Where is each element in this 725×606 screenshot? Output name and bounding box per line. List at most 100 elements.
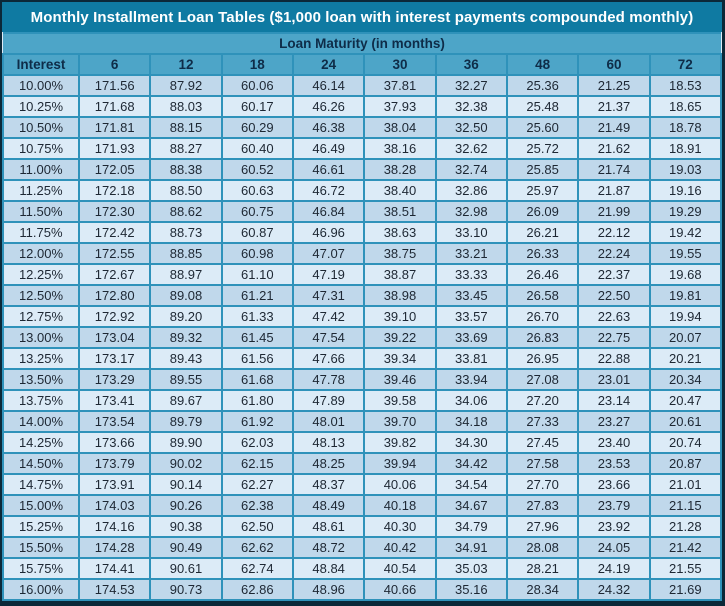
payment-cell: 20.21	[648, 347, 723, 370]
payment-cell: 34.30	[434, 431, 508, 454]
interest-rate-cell: 16.00%	[2, 578, 80, 601]
payment-cell: 61.80	[220, 389, 294, 412]
table-row: 12.50% 172.80 89.08 61.21 47.31 38.98 33.45 26.…	[2, 284, 723, 307]
payment-cell: 90.14	[149, 473, 223, 496]
payment-cell: 23.53	[577, 452, 651, 475]
payment-cell: 32.27	[434, 74, 508, 97]
payment-cell: 35.03	[434, 557, 508, 580]
payment-cell: 173.91	[77, 473, 152, 496]
payment-cell: 33.81	[434, 347, 508, 370]
payment-cell: 60.75	[220, 200, 294, 223]
payment-cell: 21.87	[577, 179, 651, 202]
interest-rate-cell: 10.50%	[2, 116, 80, 139]
table-row: 14.50% 173.79 90.02 62.15 48.25 39.94 34.42 27.…	[2, 452, 723, 475]
table-row: 14.75% 173.91 90.14 62.27 48.37 40.06 34.54 27.…	[2, 473, 723, 496]
payment-cell: 39.94	[363, 452, 437, 475]
interest-rate-cell: 15.00%	[2, 494, 80, 517]
payment-cell: 88.50	[149, 179, 223, 202]
payment-cell: 172.30	[77, 200, 152, 223]
payment-cell: 18.53	[648, 74, 723, 97]
payment-cell: 20.61	[648, 410, 723, 433]
payment-cell: 171.56	[77, 74, 152, 97]
payment-cell: 37.81	[363, 74, 437, 97]
interest-rate-cell: 14.00%	[2, 410, 80, 433]
payment-cell: 26.33	[505, 242, 580, 265]
page-title: Monthly Installment Loan Tables ($1,000 …	[2, 2, 722, 32]
payment-cell: 90.61	[149, 557, 223, 580]
loan-table: Loan Maturity (in months) Interest 6 12 18 2…	[2, 32, 723, 601]
payment-cell: 21.55	[648, 557, 723, 580]
payment-cell: 18.78	[648, 116, 723, 139]
payment-cell: 62.03	[220, 431, 294, 454]
payment-cell: 90.38	[149, 515, 223, 538]
payment-cell: 60.40	[220, 137, 294, 160]
payment-cell: 39.10	[363, 305, 437, 328]
payment-cell: 23.14	[577, 389, 651, 412]
table-row: 13.25% 173.17 89.43 61.56 47.66 39.34 33.81 26.…	[2, 347, 723, 370]
payment-cell: 47.19	[291, 263, 366, 286]
table-row: 15.00% 174.03 90.26 62.38 48.49 40.18 34.67 27.…	[2, 494, 723, 517]
payment-cell: 22.50	[577, 284, 651, 307]
payment-cell: 33.94	[434, 368, 508, 391]
payment-cell: 23.01	[577, 368, 651, 391]
payment-cell: 40.30	[363, 515, 437, 538]
payment-cell: 26.09	[505, 200, 580, 223]
payment-cell: 172.92	[77, 305, 152, 328]
payment-cell: 60.52	[220, 158, 294, 181]
payment-cell: 62.74	[220, 557, 294, 580]
payment-cell: 38.28	[363, 158, 437, 181]
payment-cell: 46.72	[291, 179, 366, 202]
payment-cell: 60.87	[220, 221, 294, 244]
interest-rate-cell: 13.00%	[2, 326, 80, 349]
payment-cell: 22.24	[577, 242, 651, 265]
payment-cell: 88.97	[149, 263, 223, 286]
payment-cell: 38.75	[363, 242, 437, 265]
payment-cell: 47.07	[291, 242, 366, 265]
payment-cell: 38.51	[363, 200, 437, 223]
payment-cell: 34.67	[434, 494, 508, 517]
payment-cell: 61.10	[220, 263, 294, 286]
payment-cell: 172.42	[77, 221, 152, 244]
payment-cell: 48.72	[291, 536, 366, 559]
payment-cell: 89.08	[149, 284, 223, 307]
payment-cell: 174.28	[77, 536, 152, 559]
interest-rate-cell: 10.75%	[2, 137, 80, 160]
payment-cell: 34.42	[434, 452, 508, 475]
payment-cell: 173.41	[77, 389, 152, 412]
column-header-row: Interest 6 12 18 24 30 36 48 60 72	[2, 53, 723, 76]
payment-cell: 60.98	[220, 242, 294, 265]
payment-cell: 88.85	[149, 242, 223, 265]
payment-cell: 25.85	[505, 158, 580, 181]
payment-cell: 39.46	[363, 368, 437, 391]
payment-cell: 38.16	[363, 137, 437, 160]
payment-cell: 39.22	[363, 326, 437, 349]
payment-cell: 33.45	[434, 284, 508, 307]
interest-rate-cell: 10.00%	[2, 74, 80, 97]
payment-cell: 40.54	[363, 557, 437, 580]
interest-rate-cell: 15.25%	[2, 515, 80, 538]
payment-cell: 26.46	[505, 263, 580, 286]
payment-cell: 19.94	[648, 305, 723, 328]
column-header-24: 24	[291, 53, 366, 76]
payment-cell: 22.75	[577, 326, 651, 349]
payment-cell: 48.96	[291, 578, 366, 601]
payment-cell: 90.49	[149, 536, 223, 559]
payment-cell: 88.15	[149, 116, 223, 139]
payment-cell: 27.33	[505, 410, 580, 433]
payment-cell: 20.74	[648, 431, 723, 454]
payment-cell: 20.07	[648, 326, 723, 349]
payment-cell: 47.78	[291, 368, 366, 391]
payment-cell: 35.16	[434, 578, 508, 601]
payment-cell: 21.74	[577, 158, 651, 181]
payment-cell: 172.67	[77, 263, 152, 286]
payment-cell: 21.25	[577, 74, 651, 97]
table-row: 12.00% 172.55 88.85 60.98 47.07 38.75 33.21 26.…	[2, 242, 723, 265]
payment-cell: 19.16	[648, 179, 723, 202]
payment-cell: 61.92	[220, 410, 294, 433]
payment-cell: 26.95	[505, 347, 580, 370]
column-header-18: 18	[220, 53, 294, 76]
table-row: 13.00% 173.04 89.32 61.45 47.54 39.22 33.69 26.…	[2, 326, 723, 349]
payment-cell: 89.43	[149, 347, 223, 370]
payment-cell: 22.12	[577, 221, 651, 244]
payment-cell: 62.38	[220, 494, 294, 517]
